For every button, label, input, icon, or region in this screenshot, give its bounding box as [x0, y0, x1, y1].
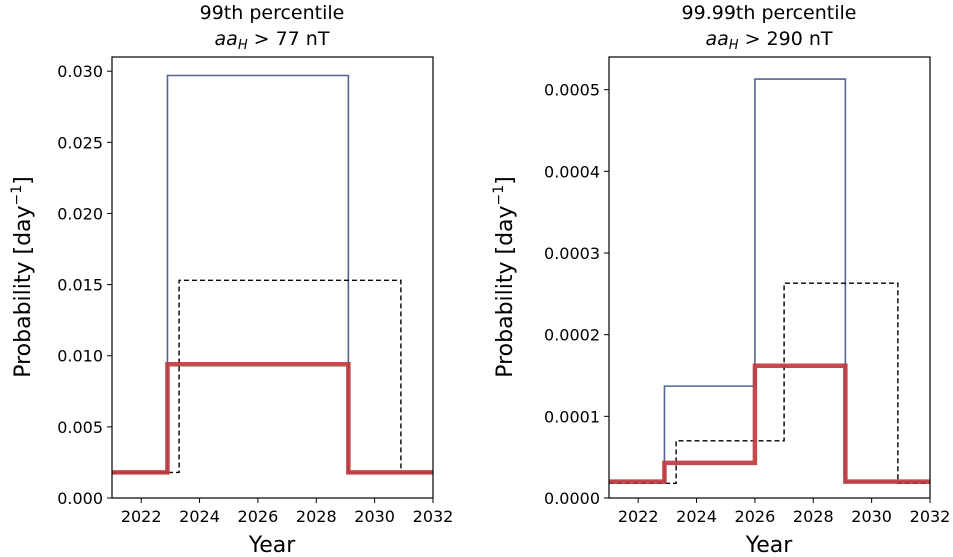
panel-2-ylabel-main: Probability [day	[493, 205, 518, 377]
panel-1-title-line2: aaH > 77 nT	[215, 28, 330, 53]
panel-1-y-tick-label: 0.010	[57, 347, 103, 366]
panel-1-y-tick-label: 0.025	[57, 133, 103, 152]
panel-2-title-sub: H	[729, 38, 739, 53]
panel-1-ylabel-main: Probability [day	[11, 205, 36, 377]
panel-1-title-sub: H	[238, 38, 248, 53]
panel-2-title-rest: > 290 nT	[739, 28, 833, 50]
panel-1-ylabel-close: ]	[11, 176, 36, 185]
panel-1-y-axis-title: Probability [day−1]	[9, 176, 36, 378]
panel-2-title-var: aa	[705, 28, 728, 50]
panel-2-x-tick-label: 2028	[793, 507, 834, 526]
panel-2: 99.99th percentile aaH > 290 nT 2022 2024…	[491, 2, 950, 557]
panel-1-y-tick-label: 0.030	[57, 62, 103, 81]
panel-1-y-tick-label: 0.000	[57, 489, 103, 508]
panel-1-frame	[111, 56, 434, 499]
panel-1-x-tick-label: 2032	[413, 507, 454, 526]
panel-2-ylabel-close: ]	[493, 176, 518, 185]
panel-2-x-tick-label: 2026	[735, 507, 776, 526]
panel-1-title-line1: 99th percentile	[200, 2, 345, 24]
panel-1-x-tick-label: 2022	[121, 507, 162, 526]
panel-1-x-axis-title: Year	[248, 533, 297, 557]
panel-1-ylabel-sup: −1	[9, 185, 25, 206]
panel-1-y-tick-label: 0.005	[57, 418, 103, 437]
panel-2-x-tick-label: 2024	[676, 507, 717, 526]
panel-2-ylabel-sup: −1	[491, 185, 507, 206]
panel-1-x-tick-label: 2028	[296, 507, 337, 526]
panel-1-y-tick-label: 0.020	[57, 204, 103, 223]
panel-2-y-tick-label: 0.0004	[544, 162, 600, 181]
panel-2-x-tick-label: 2022	[618, 507, 659, 526]
panel-2-frame	[608, 56, 931, 499]
panel-1-x-tick-label: 2026	[238, 507, 279, 526]
panel-1-x-tick-label: 2024	[179, 507, 220, 526]
panel-2-y-tick-label: 0.0001	[544, 407, 600, 426]
panel-1-y-tick-label: 0.015	[57, 276, 103, 295]
panel-1-series-thick-red	[112, 362, 433, 475]
panel-2-y-tick-label: 0.0003	[544, 244, 600, 263]
panel-2-y-tick-label: 0.0000	[544, 489, 600, 508]
panel-2-y-tick-label: 0.0002	[544, 326, 600, 345]
panel-2-x-tick-label: 2030	[851, 507, 892, 526]
panel-2-x-tick-label: 2032	[910, 507, 951, 526]
panel-1-series-dashed-black	[112, 279, 433, 474]
panel-2-y-tick-label: 0.0005	[544, 81, 600, 100]
panel-2-y-axis-title: Probability [day−1]	[491, 176, 518, 378]
panel-2-series-thin-blue	[609, 78, 930, 483]
panel-2-title-line2: aaH > 290 nT	[705, 28, 832, 53]
panel-2-series-dashed-black	[609, 282, 930, 484]
panel-1-title-rest: > 77 nT	[248, 28, 330, 50]
panel-2-x-axis-title: Year	[745, 533, 794, 557]
panel-1-title-var: aa	[215, 28, 238, 50]
panel-2-series-thick-red	[609, 363, 930, 484]
panel-1: 99th percentile aaH > 77 nT 2022 2024 2026…	[9, 2, 453, 557]
panel-1-x-tick-label: 2030	[354, 507, 395, 526]
panel-2-title-line1: 99.99th percentile	[682, 2, 857, 24]
panel-1-series-thin-blue	[112, 74, 433, 474]
